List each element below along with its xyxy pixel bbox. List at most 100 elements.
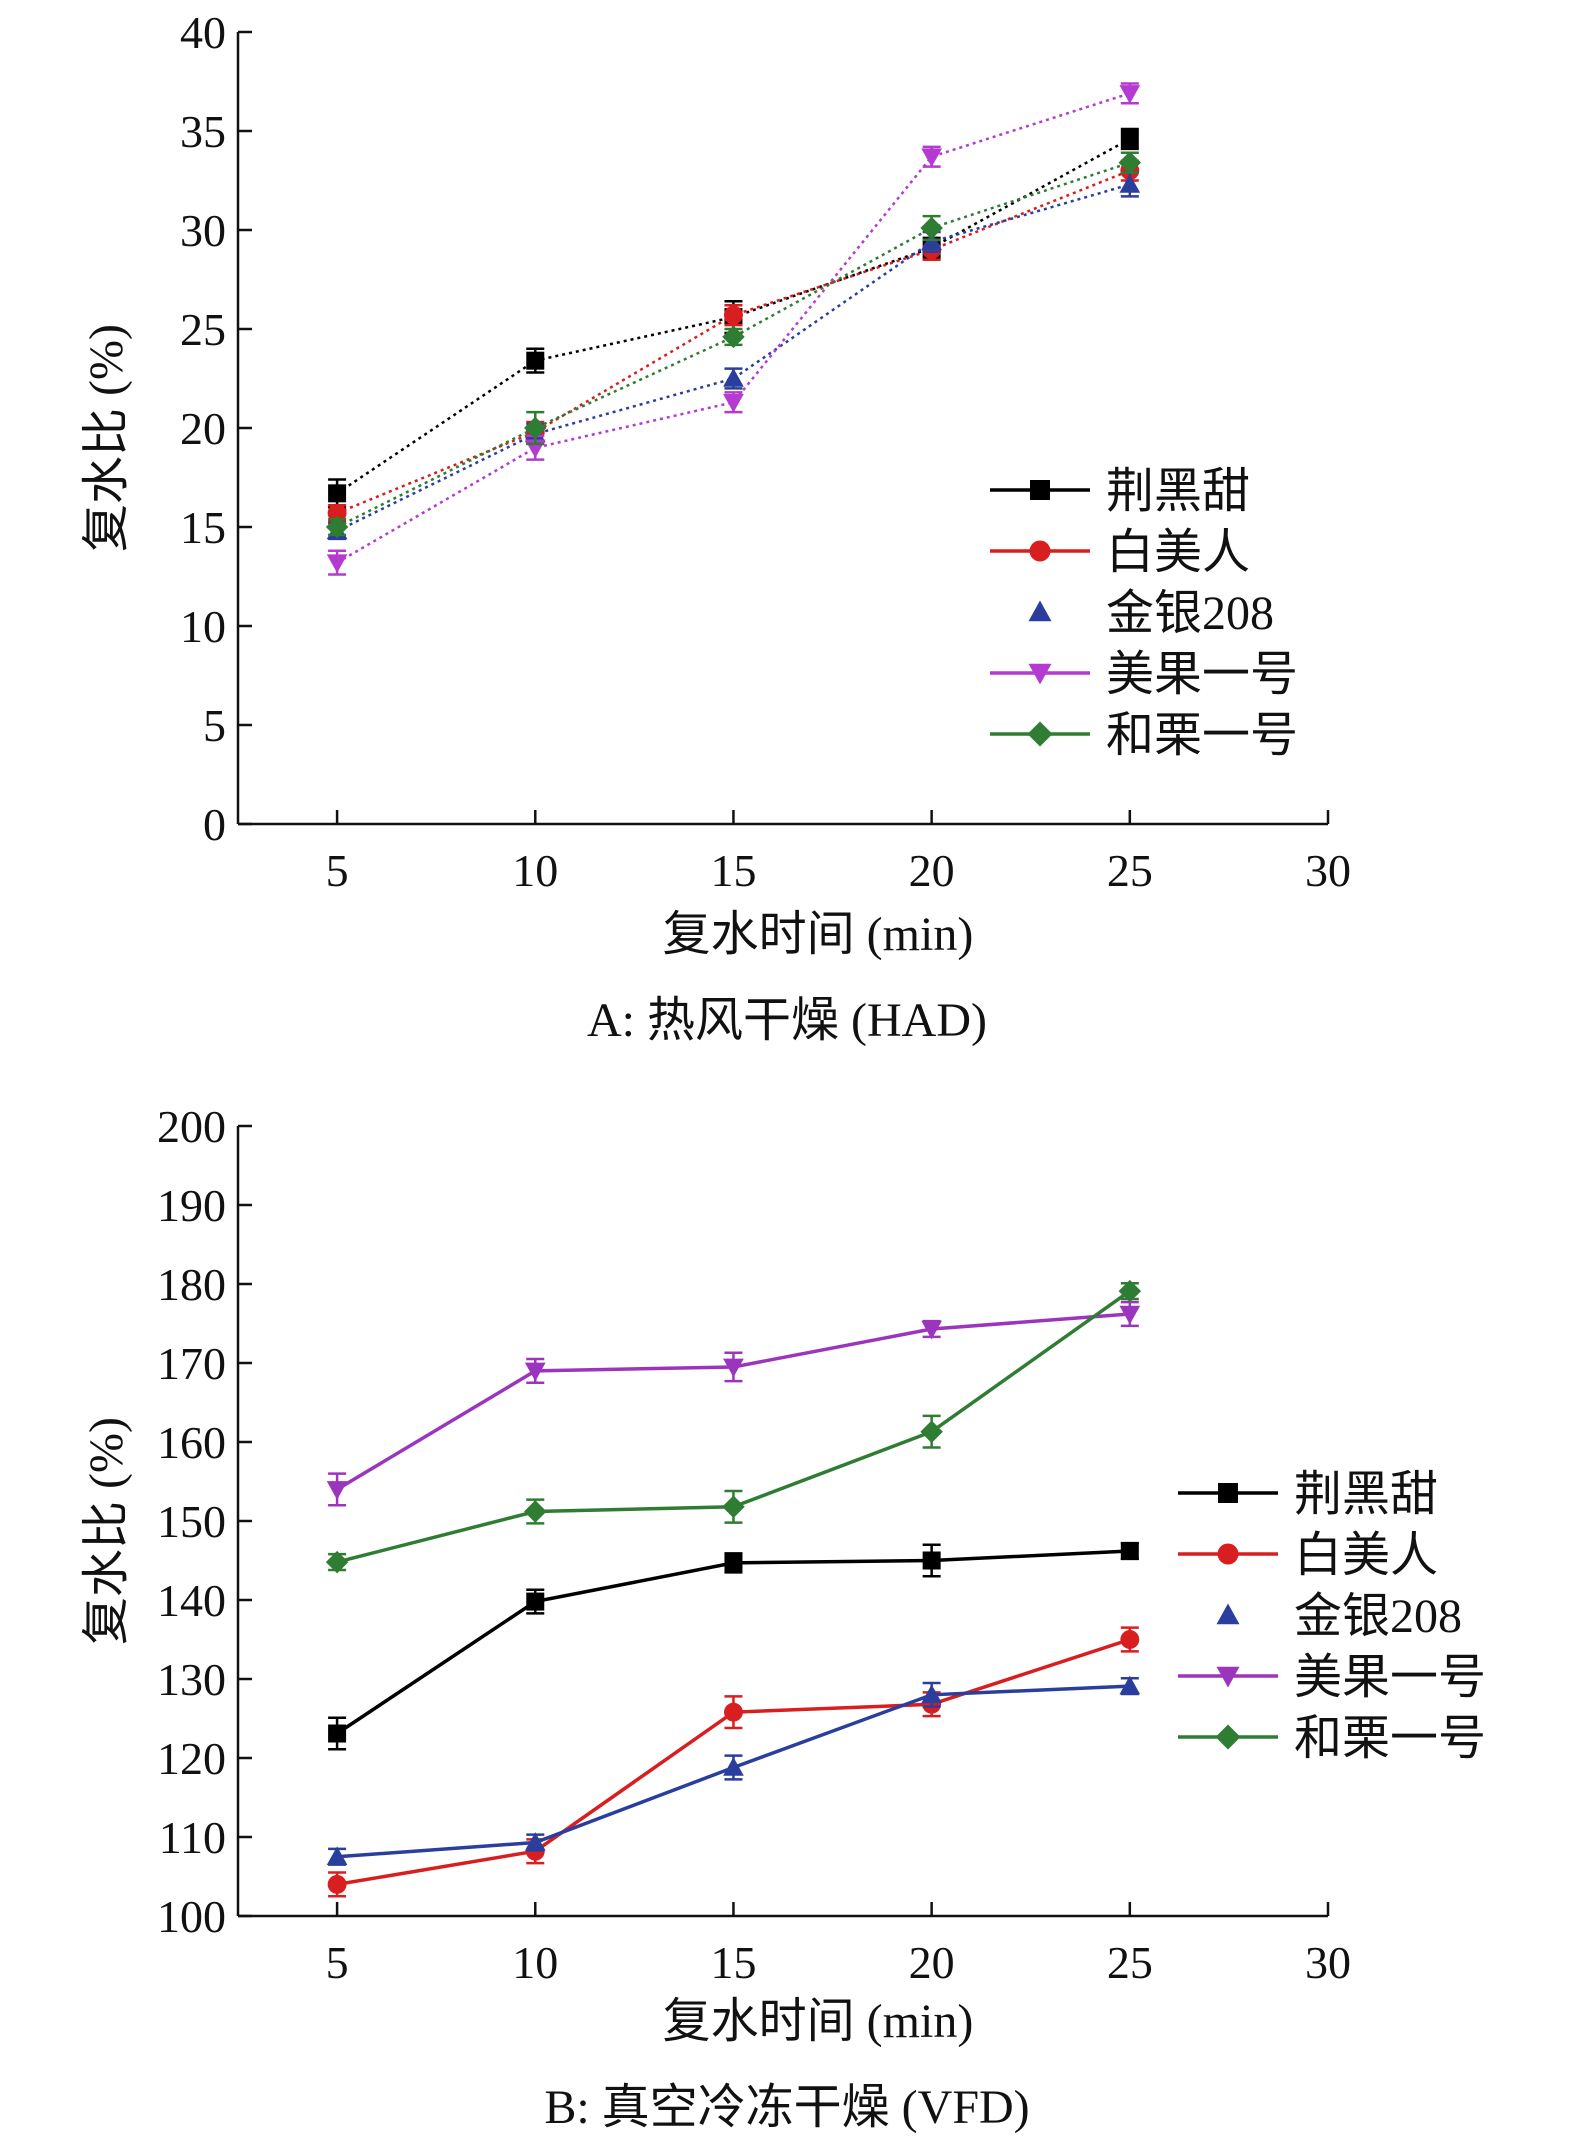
y-tick-label: 100 xyxy=(157,1891,226,1942)
legend-marker xyxy=(1028,663,1052,685)
series-triangle-down xyxy=(326,1300,1141,1507)
legend-item: 美果一号 xyxy=(990,648,1298,701)
data-point xyxy=(723,393,744,413)
x-tick-label: 15 xyxy=(710,1937,756,1988)
chart-panel-vfd: 100 110 120 130 140 150 160 170 180 190 200 5 10 15 20… xyxy=(0,1068,1575,2137)
legend-item: 和栗一号 xyxy=(1178,1712,1486,1765)
series-line xyxy=(336,183,1131,533)
data-point xyxy=(526,351,545,370)
x-tick-label: 5 xyxy=(326,1937,349,1988)
legend-item: 荆黑甜 xyxy=(1178,1468,1438,1521)
y-tick-label: 25 xyxy=(180,304,226,355)
y-tick-label: 170 xyxy=(157,1338,226,1389)
data-point xyxy=(328,1724,347,1743)
series-line xyxy=(336,1312,1130,1491)
series-square xyxy=(328,1541,1139,1751)
y-tick-label: 160 xyxy=(157,1417,226,1468)
legend-label: 金银208 xyxy=(1294,1590,1462,1643)
legend-marker xyxy=(1215,1724,1241,1750)
data-point xyxy=(1120,1630,1140,1649)
data-point xyxy=(724,305,743,325)
legend-marker xyxy=(1028,600,1052,622)
legend-label: 美果一号 xyxy=(1106,648,1298,701)
series-diamond xyxy=(325,151,1142,539)
x-axis-title: 复水时间 (min) xyxy=(663,1995,974,2048)
legend-label: 白美人 xyxy=(1106,526,1250,579)
data-point xyxy=(724,1702,743,1722)
series-triangle-up xyxy=(326,1675,1141,1866)
y-tick-label: 110 xyxy=(159,1812,226,1863)
data-point xyxy=(1118,1279,1142,1303)
data-point xyxy=(1120,129,1139,148)
data-point xyxy=(524,1832,546,1851)
y-tick-label: 10 xyxy=(180,601,226,652)
y-tick-label: 140 xyxy=(157,1575,226,1626)
x-tick-label: 30 xyxy=(1305,845,1351,896)
legend-label: 荆黑甜 xyxy=(1294,1468,1438,1521)
legend-item: 和栗一号 xyxy=(990,709,1298,762)
y-tick-label: 120 xyxy=(157,1733,226,1784)
y-tick-label: 130 xyxy=(157,1654,226,1705)
data-point xyxy=(922,1551,941,1570)
legend-label: 白美人 xyxy=(1294,1529,1438,1582)
legend-item: 金银208 xyxy=(1216,1590,1462,1643)
series-triangle-up xyxy=(326,171,1141,541)
legend-marker xyxy=(1218,1483,1238,1503)
data-point xyxy=(325,515,349,539)
data-point xyxy=(723,1358,744,1378)
legend-item: 美果一号 xyxy=(1178,1651,1486,1704)
data-point xyxy=(921,1320,942,1340)
data-point xyxy=(1120,1542,1139,1561)
data-point xyxy=(524,416,547,440)
y-axis-title: 复水比 (%) xyxy=(80,324,133,552)
legend-label: 金银208 xyxy=(1106,587,1274,640)
legend-marker xyxy=(1216,1666,1240,1688)
y-tick-label: 150 xyxy=(157,1496,226,1547)
series-line xyxy=(336,169,1131,515)
legend-label: 荆黑甜 xyxy=(1106,465,1250,518)
x-tick-label: 10 xyxy=(512,845,558,896)
data-point xyxy=(326,1846,348,1866)
data-point xyxy=(723,368,744,387)
data-point xyxy=(524,1500,547,1523)
x-tick-label: 25 xyxy=(1107,1937,1153,1988)
legend-item: 荆黑甜 xyxy=(990,465,1250,518)
data-point xyxy=(723,1757,744,1776)
x-tick-label: 20 xyxy=(909,1937,955,1988)
data-point xyxy=(921,1684,942,1704)
series-diamond xyxy=(325,1279,1142,1574)
y-tick-label: 0 xyxy=(203,799,226,850)
data-point xyxy=(920,1420,943,1443)
data-point xyxy=(1119,85,1141,104)
legend-label: 和栗一号 xyxy=(1106,709,1298,762)
data-point xyxy=(921,148,942,168)
data-point xyxy=(326,554,348,573)
y-tick-label: 5 xyxy=(203,700,226,751)
x-tick-label: 25 xyxy=(1107,845,1153,896)
legend-marker xyxy=(1217,1543,1239,1565)
x-tick-label: 20 xyxy=(909,845,955,896)
chart-had: 0 5 10 15 20 25 30 35 40 5 10 15 20 25 30 复水时间 (min) 复水比… xyxy=(80,7,1351,1047)
data-point xyxy=(724,1553,743,1572)
data-point xyxy=(327,1874,347,1894)
y-tick-label: 180 xyxy=(157,1259,226,1310)
chart-caption: B: 真空冷冻干燥 (VFD) xyxy=(544,2081,1029,2134)
data-point xyxy=(524,1362,546,1382)
data-point xyxy=(1118,151,1142,174)
chart-vfd: 100 110 120 130 140 150 160 170 180 190 200 5 10 15 20… xyxy=(80,1101,1486,2134)
data-point xyxy=(1119,1675,1141,1695)
y-tick-label: 15 xyxy=(180,502,226,553)
chart-panel-had: 0 5 10 15 20 25 30 35 40 5 10 15 20 25 30 复水时间 (min) 复水比… xyxy=(0,0,1575,1068)
x-tick-label: 5 xyxy=(326,845,349,896)
legend-label: 和栗一号 xyxy=(1294,1712,1486,1765)
data-point xyxy=(526,1592,545,1611)
legend-marker xyxy=(1216,1603,1240,1625)
legend-item: 白美人 xyxy=(990,526,1250,579)
y-axis-title: 复水比 (%) xyxy=(80,1417,133,1645)
data-point xyxy=(722,1495,745,1519)
data-point xyxy=(326,1481,348,1500)
legend-marker xyxy=(1027,721,1053,747)
x-tick-label: 30 xyxy=(1305,1937,1351,1988)
y-tick-label: 200 xyxy=(157,1101,226,1152)
